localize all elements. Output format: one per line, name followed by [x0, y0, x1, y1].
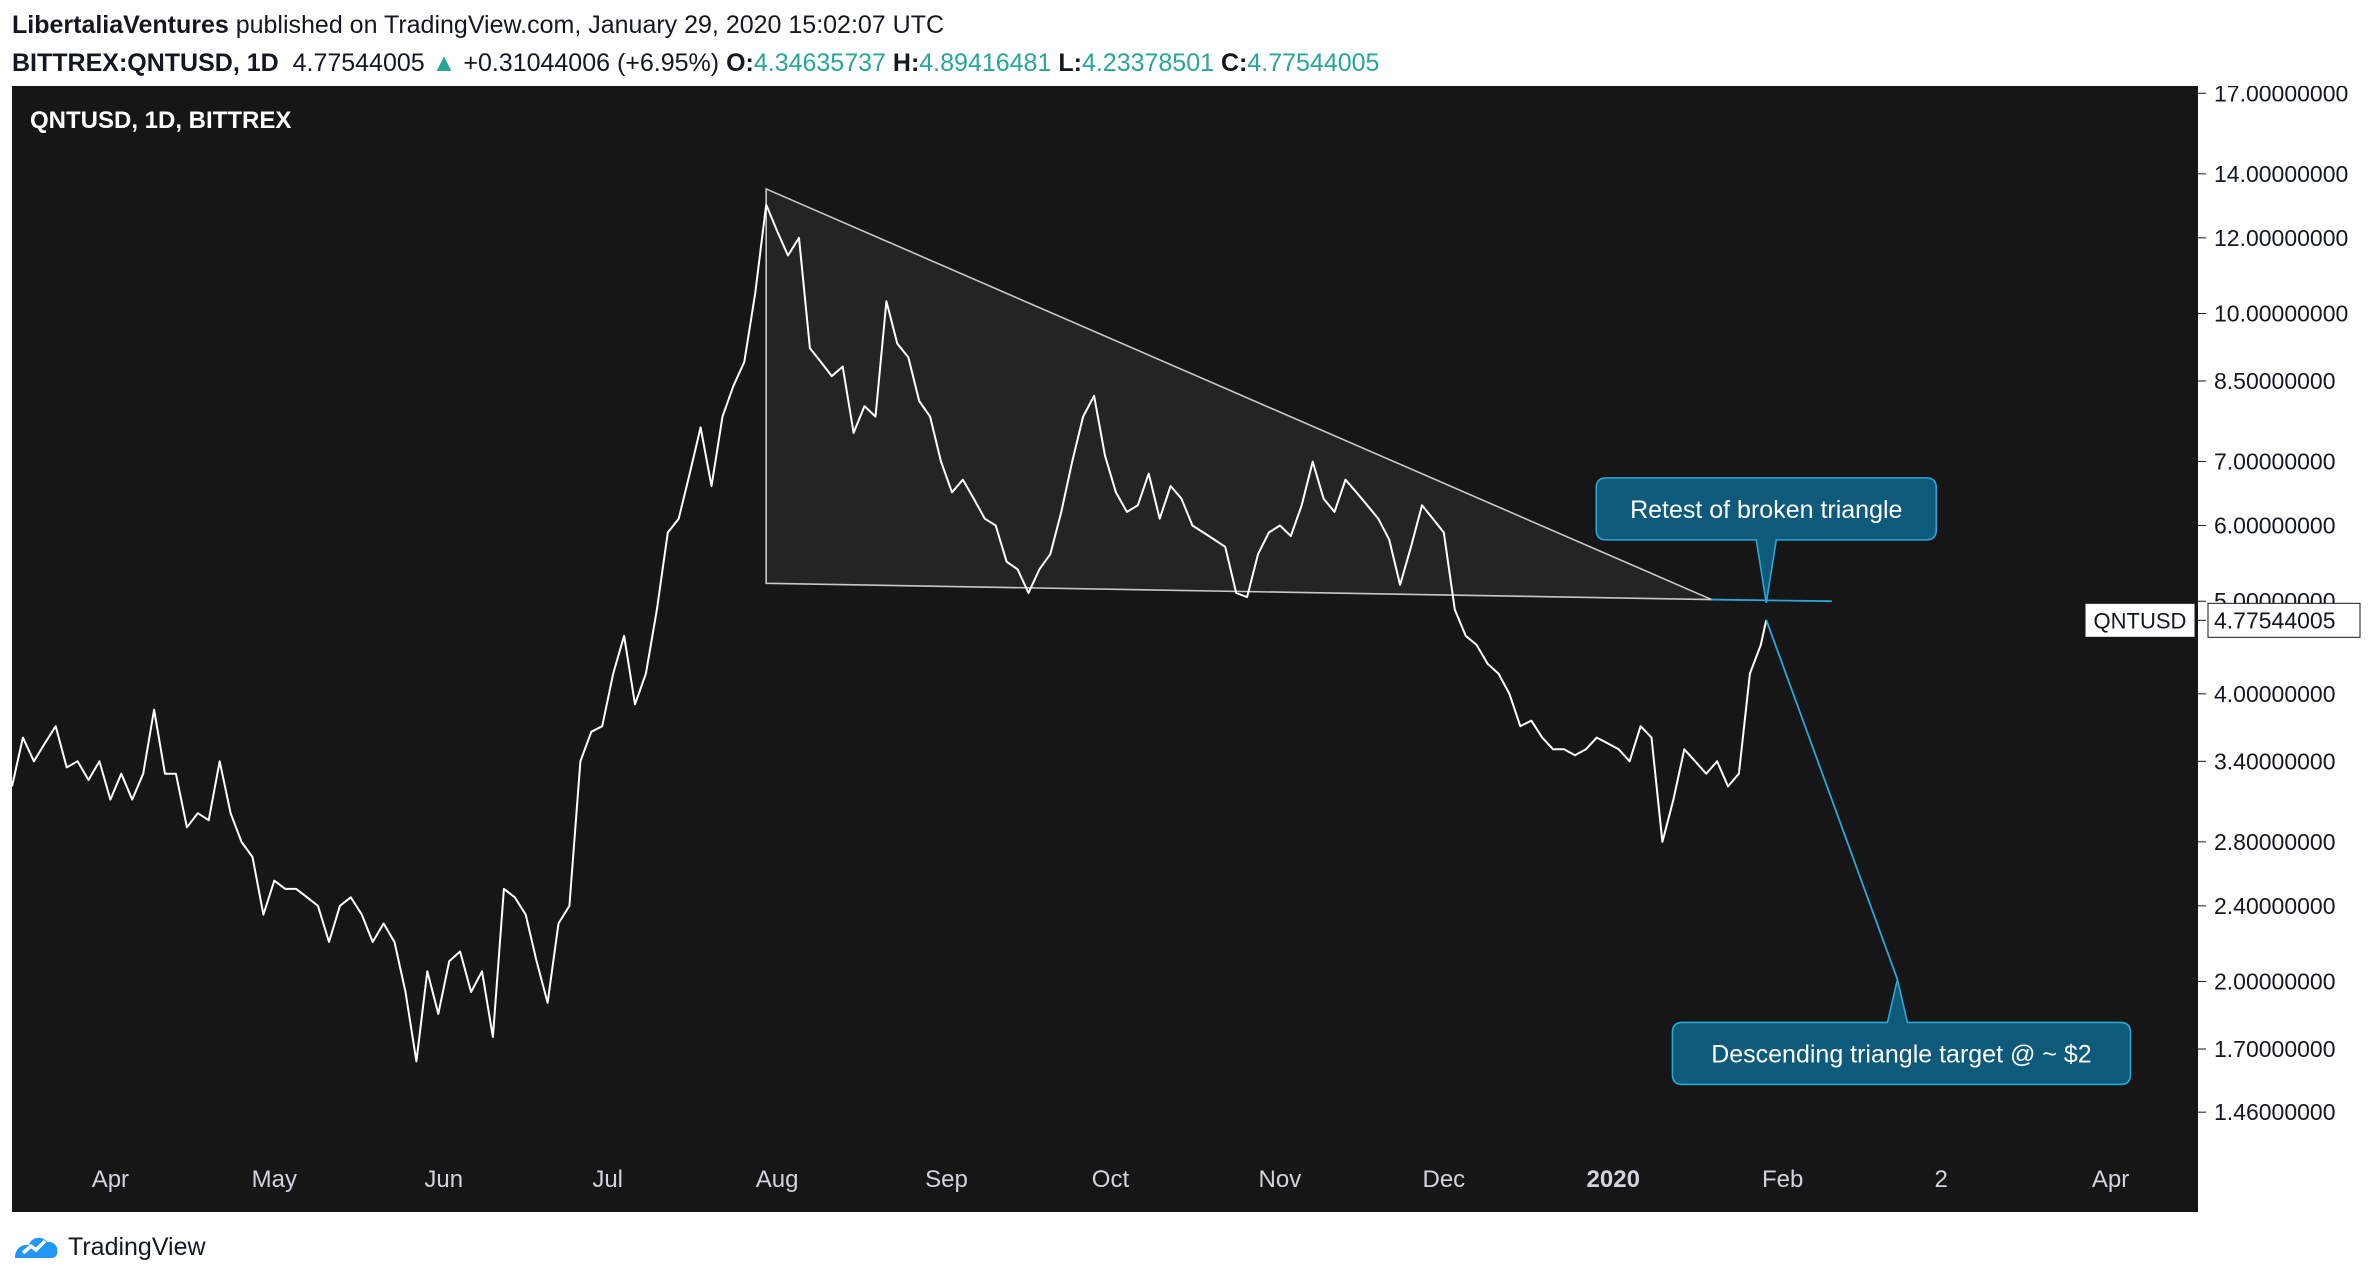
- x-tick-label: 2: [1934, 1166, 1947, 1193]
- annotation-callout-0: [1595, 477, 1938, 603]
- high-label: H:: [892, 49, 920, 77]
- y-tick-label: 2.40000000: [2214, 893, 2336, 919]
- y-tick-label: 17.00000000: [2214, 86, 2348, 106]
- ohlc-line: BITTREX:QNTUSD, 1D 4.77544005 ▲ +0.31044…: [12, 44, 2362, 82]
- y-tick-label: 4.00000000: [2214, 681, 2336, 707]
- tradingview-brand[interactable]: TradingView: [68, 1232, 206, 1261]
- annotations-layer: Retest of broken triangle Descending tria…: [1595, 477, 2132, 1086]
- projection-layer: [1711, 598, 1899, 980]
- chart-title: QNTUSD, 1D, BITTREX: [30, 107, 291, 134]
- close-label: C:: [1220, 49, 1248, 77]
- broken-support-line: [1711, 598, 1832, 603]
- published-text: published on TradingView.com, January 29…: [235, 11, 945, 39]
- descending-triangle: [765, 187, 1712, 601]
- annotation-text-0: Retest of broken triangle: [1630, 496, 1902, 524]
- annotation-callout-1: [1671, 979, 2132, 1086]
- x-axis: Apr May Jun Jul Aug Sep Oct Nov Dec 2020 Feb 2 Apr: [92, 1166, 2130, 1193]
- x-tick-label: Nov: [1259, 1166, 1302, 1193]
- close-value: 4.77544005: [1247, 49, 1380, 77]
- series-layer: [12, 203, 1768, 1063]
- x-tick-label: May: [252, 1166, 297, 1193]
- open-value: 4.34635737: [753, 49, 886, 77]
- publish-line: LibertaliaVentures published on TradingV…: [12, 6, 2362, 44]
- y-tick-label: 12.00000000: [2214, 225, 2348, 251]
- price-label-symbol: QNTUSD: [2094, 608, 2187, 633]
- target-projection-line: [1765, 619, 1899, 980]
- x-tick-label: Aug: [756, 1166, 799, 1193]
- x-tick-label: Apr: [2092, 1166, 2129, 1193]
- symbol-label: BITTREX:QNTUSD, 1D: [12, 49, 279, 77]
- x-tick-label: Jul: [592, 1166, 623, 1193]
- triangle-shape: [765, 187, 1712, 601]
- current-price-label: QNTUSD 4.77544005: [2084, 602, 2361, 638]
- x-tick-label: Feb: [1762, 1166, 1803, 1193]
- high-value: 4.89416481: [919, 49, 1052, 77]
- price-label-value-box: [2207, 602, 2361, 638]
- x-tick-label: Dec: [1422, 1166, 1465, 1193]
- y-tick-label: 2.80000000: [2214, 829, 2336, 855]
- open-label: O:: [726, 49, 754, 77]
- low-value: 4.23378501: [1081, 49, 1215, 77]
- y-tick-label: 2.00000000: [2214, 969, 2336, 995]
- y-axis: 17.00000000 14.00000000 12.00000000 10.0000…: [2198, 86, 2348, 1125]
- y-tick-label: 10.00000000: [2214, 301, 2348, 327]
- y-tick-label: 14.00000000: [2214, 161, 2348, 187]
- price-label-symbol-box: [2084, 602, 2196, 638]
- price-axis[interactable]: [2198, 86, 2364, 1212]
- x-tick-label: 2020: [1587, 1166, 1640, 1193]
- y-tick-label: 1.70000000: [2214, 1036, 2336, 1062]
- x-tick-label: Sep: [925, 1166, 968, 1193]
- y-tick-label: 6.00000000: [2214, 513, 2336, 539]
- last-price: 4.77544005: [292, 49, 425, 77]
- time-axis[interactable]: [12, 1154, 2198, 1212]
- x-tick-label: Jun: [424, 1166, 463, 1193]
- price-chart[interactable]: 17.00000000 14.00000000 12.00000000 10.0000…: [12, 86, 2364, 1212]
- footer: TradingView: [12, 1222, 206, 1272]
- price-line-series-0: [12, 203, 1768, 1063]
- y-tick-label: 8.50000000: [2214, 368, 2336, 394]
- x-tick-label: Apr: [92, 1166, 129, 1193]
- annotation-text-1: Descending triangle target @ ~ $2: [1711, 1040, 2091, 1068]
- author-name[interactable]: LibertaliaVentures: [12, 11, 229, 39]
- y-tick-label: 3.40000000: [2214, 748, 2336, 774]
- y-tick-label: 7.00000000: [2214, 449, 2336, 475]
- tradingview-logo-icon[interactable]: [12, 1232, 60, 1262]
- x-tick-label: Oct: [1092, 1166, 1130, 1193]
- price-change: +0.31044006 (+6.95%): [463, 49, 720, 77]
- change-up-icon: ▲: [431, 49, 457, 77]
- y-tick-label: 1.46000000: [2214, 1099, 2336, 1125]
- chart-header: LibertaliaVentures published on TradingV…: [12, 6, 2362, 82]
- low-label: L:: [1058, 49, 1082, 77]
- price-label-value: 4.77544005: [2214, 607, 2336, 633]
